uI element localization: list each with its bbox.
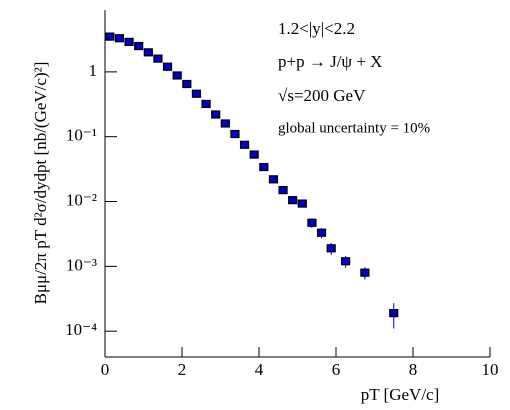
data-point [114,34,125,43]
data-point [278,186,288,195]
data-point [143,48,153,57]
data-point [341,257,351,266]
data-point [162,62,173,71]
data-point [182,79,192,89]
annotation: 1.2<|y|<2.2 [278,19,355,38]
data-point [230,129,240,139]
y-tick-label: 10⁻³ [66,255,97,274]
data-point [201,99,211,109]
data-point [268,175,279,184]
x-axis-label: pT [GeV/c] [361,385,440,404]
data-point [239,140,250,149]
y-tick-label: 10⁻⁴ [65,320,97,339]
annotation: global uncertainty = 10% [278,120,430,136]
data-point [191,89,202,98]
x-tick-label: 4 [255,360,264,379]
x-tick-label: 2 [178,360,187,379]
data-point [326,244,336,253]
y-tick-label: 10⁻¹ [66,126,97,145]
data-point [105,32,115,41]
y-axis-label: Bμμ/2π pT d²σ/dydpt [nb/(GeV/c)²] [31,62,50,305]
annotation: √s=200 GeV [278,86,366,105]
data-point [307,218,317,227]
data-point [211,110,221,119]
data-point [134,41,144,51]
data-point [249,150,259,159]
annotation: p+p → J/ψ + X [278,52,382,71]
x-tick-label: 8 [409,360,418,379]
data-point [124,37,134,46]
data-point [259,162,269,172]
data-point [389,309,399,318]
data-point [172,71,182,80]
data-point [288,196,298,205]
y-tick-label: 10⁻² [66,190,97,209]
x-tick-label: 0 [101,360,110,379]
data-point [316,228,327,237]
x-tick-label: 10 [482,360,499,379]
data-point [220,119,230,128]
y-tick-label: 1 [89,61,98,80]
data-point [360,268,370,277]
data-point [297,199,307,208]
x-tick-label: 6 [332,360,341,379]
data-point [153,54,163,63]
